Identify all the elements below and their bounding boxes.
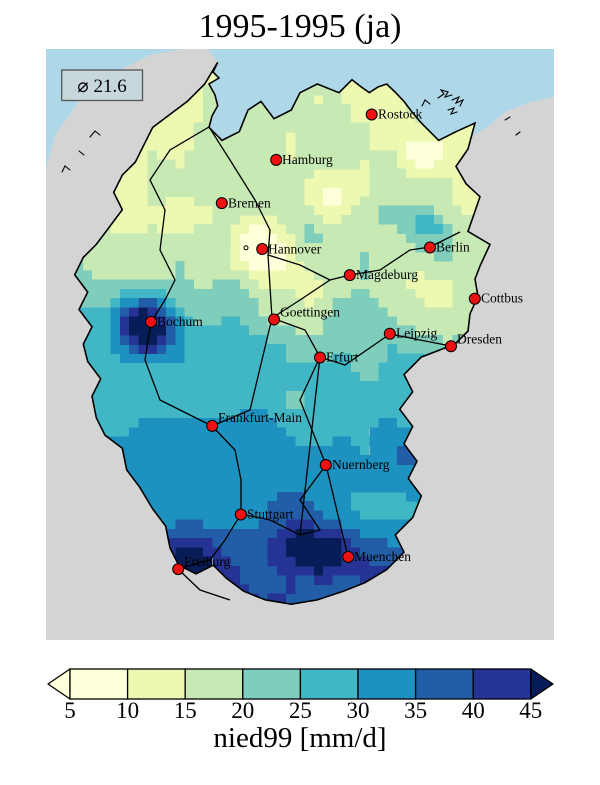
- svg-text:Bochum: Bochum: [157, 314, 203, 329]
- svg-text:40: 40: [462, 698, 485, 723]
- svg-text:Leipzig: Leipzig: [396, 326, 437, 341]
- svg-text:25: 25: [289, 698, 312, 723]
- svg-text:Frankfurt-Main: Frankfurt-Main: [218, 410, 302, 425]
- svg-text:Goettingen: Goettingen: [280, 305, 340, 320]
- svg-text:1995-1995 (ja): 1995-1995 (ja): [198, 8, 401, 45]
- svg-text:30: 30: [347, 698, 370, 723]
- svg-text:20: 20: [231, 698, 254, 723]
- svg-text:Erfurt: Erfurt: [326, 350, 358, 365]
- svg-text:⌀ 21.6: ⌀ 21.6: [77, 76, 126, 97]
- svg-text:45: 45: [519, 698, 542, 723]
- svg-text:Muenchen: Muenchen: [354, 549, 411, 564]
- svg-text:Hannover: Hannover: [268, 242, 322, 257]
- svg-text:Bremen: Bremen: [228, 196, 271, 211]
- svg-text:Berlin: Berlin: [436, 240, 470, 255]
- svg-text:Nuernberg: Nuernberg: [332, 457, 390, 472]
- svg-text:Hamburg: Hamburg: [282, 152, 333, 167]
- svg-text:Magdeburg: Magdeburg: [356, 267, 418, 282]
- svg-text:15: 15: [174, 698, 197, 723]
- svg-text:Rostock: Rostock: [378, 107, 423, 122]
- svg-text:5: 5: [64, 698, 76, 723]
- svg-text:nied99 [mm/d]: nied99 [mm/d]: [213, 722, 386, 754]
- svg-text:Cottbus: Cottbus: [481, 291, 523, 306]
- svg-text:Freiburg: Freiburg: [184, 554, 230, 569]
- svg-text:Dresden: Dresden: [457, 332, 502, 347]
- svg-text:Stuttgart: Stuttgart: [247, 507, 294, 522]
- svg-text:10: 10: [116, 698, 139, 723]
- svg-text:35: 35: [404, 698, 427, 723]
